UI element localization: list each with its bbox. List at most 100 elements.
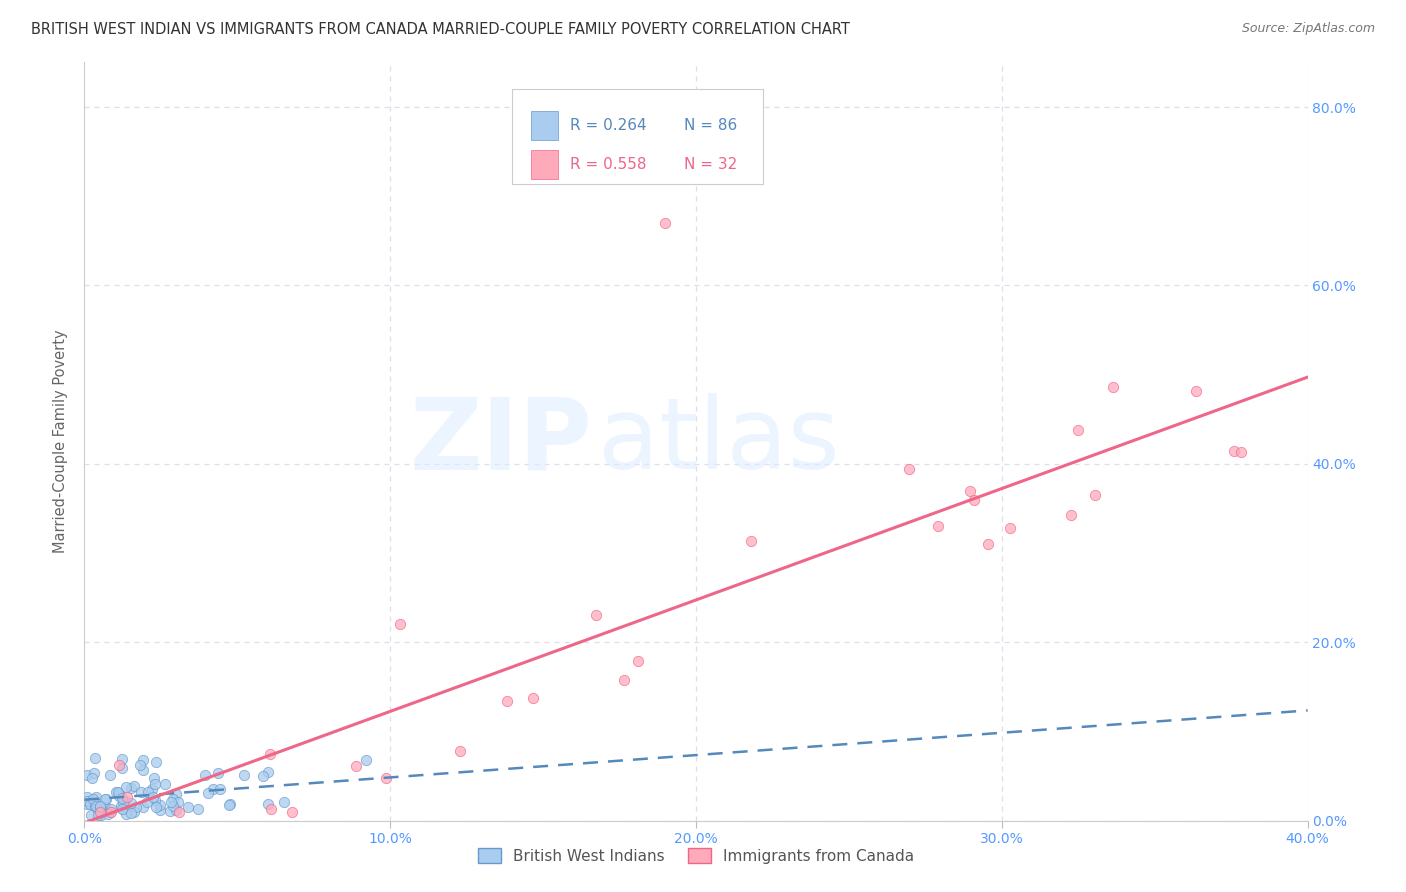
Point	[153, 777, 176, 791]
Point	[79, 797, 101, 811]
Point	[897, 462, 920, 476]
Point	[143, 777, 166, 791]
FancyBboxPatch shape	[513, 89, 763, 184]
Point	[167, 795, 190, 809]
Point	[111, 796, 134, 810]
Point	[207, 766, 229, 780]
Point	[162, 798, 184, 813]
Point	[160, 795, 183, 809]
Point	[87, 808, 110, 822]
Bar	[531, 112, 558, 140]
Point	[122, 780, 145, 794]
Text: atlas: atlas	[598, 393, 839, 490]
Point	[89, 805, 111, 819]
Point	[114, 794, 136, 808]
Text: R = 0.558: R = 0.558	[569, 157, 647, 172]
Point	[129, 785, 152, 799]
Point	[131, 753, 153, 767]
Y-axis label: Married-Couple Family Poverty: Married-Couple Family Poverty	[53, 330, 69, 553]
Text: Source: ZipAtlas.com: Source: ZipAtlas.com	[1241, 22, 1375, 36]
Point	[1223, 444, 1246, 458]
Point	[375, 771, 398, 785]
Point	[209, 782, 232, 797]
Point	[84, 789, 107, 804]
Point	[273, 795, 295, 809]
Point	[202, 781, 225, 796]
Point	[142, 790, 165, 805]
Point	[219, 797, 242, 811]
Point	[93, 804, 115, 818]
Point	[141, 782, 163, 797]
Point	[165, 787, 187, 801]
Point	[613, 673, 636, 687]
Point	[522, 690, 544, 705]
Point	[83, 751, 105, 765]
Point	[1230, 444, 1253, 458]
Point	[97, 807, 120, 822]
Point	[120, 805, 142, 820]
Point	[94, 792, 117, 806]
Point	[89, 800, 111, 814]
Point	[100, 802, 122, 816]
Point	[80, 771, 103, 785]
Point	[87, 797, 110, 812]
Point	[1084, 488, 1107, 502]
Point	[449, 744, 471, 758]
Point	[82, 792, 104, 806]
Point	[83, 765, 105, 780]
Point	[132, 763, 155, 777]
Point	[977, 537, 1000, 551]
Point	[344, 758, 367, 772]
Point	[1101, 380, 1123, 394]
Point	[740, 533, 762, 548]
Text: N = 32: N = 32	[683, 157, 737, 172]
Point	[162, 791, 184, 805]
Legend: British West Indians, Immigrants from Canada: British West Indians, Immigrants from Ca…	[472, 842, 920, 870]
Point	[177, 800, 200, 814]
Point	[1067, 423, 1090, 437]
Point	[149, 803, 172, 817]
Point	[76, 797, 98, 811]
Point	[120, 780, 142, 795]
Point	[100, 805, 122, 819]
Point	[145, 755, 167, 769]
Point	[110, 799, 132, 814]
Point	[260, 801, 283, 815]
Point	[585, 608, 607, 623]
Point	[257, 765, 280, 780]
Point	[111, 790, 134, 805]
Point	[654, 216, 676, 230]
Point	[107, 757, 129, 772]
Point	[138, 785, 160, 799]
Point	[1184, 384, 1206, 398]
Point	[115, 806, 138, 821]
Point	[128, 758, 150, 772]
Point	[111, 802, 134, 816]
Point	[149, 797, 172, 812]
Point	[259, 747, 281, 761]
Point	[145, 800, 167, 814]
Point	[218, 798, 240, 813]
Point	[125, 799, 148, 814]
Point	[98, 768, 121, 782]
Point	[90, 807, 112, 822]
Point	[79, 808, 101, 822]
Point	[94, 800, 117, 814]
Point	[132, 800, 155, 814]
Point	[257, 797, 280, 811]
Point	[962, 492, 984, 507]
Point	[135, 796, 157, 810]
Point	[115, 780, 138, 794]
Point	[354, 753, 377, 767]
Point	[124, 805, 146, 820]
Point	[959, 484, 981, 499]
Point	[100, 805, 122, 819]
Point	[120, 796, 142, 810]
Point	[107, 785, 129, 799]
Point	[194, 768, 217, 782]
Point	[115, 789, 138, 804]
Point	[143, 792, 166, 806]
Point	[111, 802, 134, 816]
Point	[89, 799, 111, 814]
Bar	[531, 150, 558, 178]
